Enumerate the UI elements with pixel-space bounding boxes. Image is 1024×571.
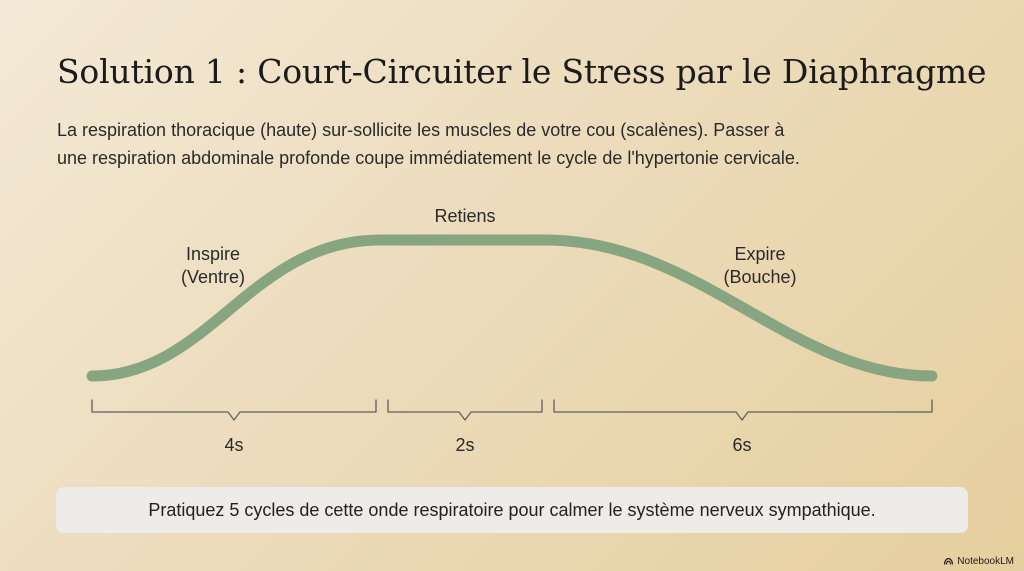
tip-text: Pratiquez 5 cycles de cette onde respira…: [148, 499, 876, 520]
bracket-expire: [553, 399, 933, 421]
description: La respiration thoracique (haute) sur-so…: [57, 116, 977, 172]
tip-box: Pratiquez 5 cycles de cette onde respira…: [56, 487, 968, 533]
brand-watermark: NotebookLM: [944, 556, 1014, 567]
notebooklm-logo-icon: [944, 558, 954, 565]
phase-expire-line2: (Bouche): [723, 267, 797, 287]
phase-label-retiens: Retiens: [415, 205, 515, 228]
page-title: Solution 1 : Court-Circuiter le Stress p…: [57, 52, 987, 91]
phase-expire-line1: Expire: [734, 244, 786, 264]
description-line-2: une respiration abdominale profonde coup…: [57, 148, 800, 168]
description-line-1: La respiration thoracique (haute) sur-so…: [57, 120, 785, 140]
duration-inspire: 4s: [224, 435, 244, 455]
phase-inspire-line1: Inspire: [185, 244, 241, 264]
duration-retiens: 2s: [455, 435, 475, 455]
phase-inspire-line2: (Ventre): [180, 267, 246, 287]
bracket-retiens: [387, 399, 543, 421]
phase-retiens-line1: Retiens: [434, 206, 496, 226]
breathing-wave-curve: [86, 234, 938, 382]
brand-name: NotebookLM: [957, 556, 1014, 567]
phase-label-inspire: Inspire (Ventre): [163, 243, 263, 289]
bracket-inspire: [91, 399, 377, 421]
phase-label-expire: Expire (Bouche): [705, 243, 815, 289]
duration-expire: 6s: [732, 435, 752, 455]
